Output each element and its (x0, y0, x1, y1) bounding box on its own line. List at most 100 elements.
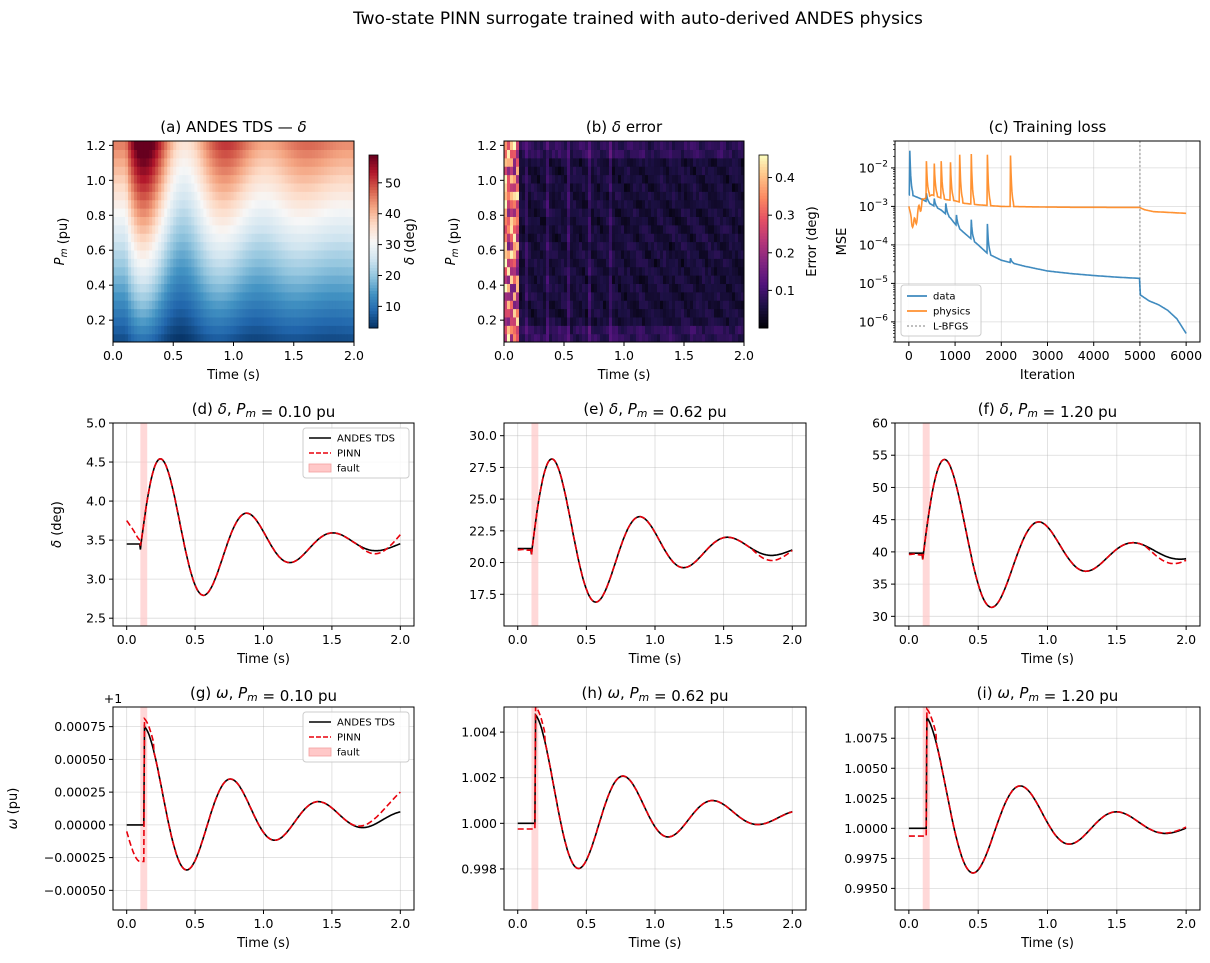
colorbar-swatch (369, 273, 378, 277)
heatmap-cell (639, 300, 643, 310)
heatmap-cell (227, 266, 232, 276)
heatmap-cell (627, 141, 631, 150)
heatmap-cell (726, 233, 730, 243)
heatmap-cell (516, 216, 520, 226)
heatmap-cell (561, 316, 565, 326)
heatmap-cell (275, 182, 280, 192)
heatmap-cell (513, 208, 517, 217)
heatmap-cell (212, 174, 217, 184)
heatmap-cell (176, 333, 180, 342)
heatmap-cell (507, 249, 511, 259)
heatmap-cell (675, 199, 679, 209)
heatmap-cell (347, 300, 352, 310)
colorbar-swatch (759, 218, 768, 222)
heatmap-cell (558, 275, 562, 284)
heatmap-cell (206, 208, 210, 217)
colorbar-swatch (759, 175, 768, 179)
heatmap-cell (200, 208, 204, 217)
tick-label-y: 60 (872, 416, 888, 431)
heatmap-cell (528, 141, 532, 150)
heatmap-cell (579, 325, 583, 335)
heatmap-cell (302, 199, 307, 209)
heatmap-cell (522, 275, 526, 284)
heatmap-cell (630, 333, 634, 342)
heatmap-cell (513, 166, 517, 176)
colorbar-swatch (369, 290, 378, 294)
heatmap-cell (738, 216, 742, 226)
heatmap-cell (164, 241, 168, 251)
heatmap-cell (254, 191, 259, 201)
heatmap-cell (308, 224, 313, 234)
heatmap-cell (125, 157, 129, 167)
heatmap-cell (681, 233, 685, 243)
heatmap-cell (173, 233, 177, 243)
heatmap-cell (603, 291, 607, 301)
heatmap-cell (128, 283, 132, 293)
heatmap-cell (230, 316, 235, 326)
heatmap-cell (687, 258, 691, 268)
heatmap-cell (576, 174, 580, 184)
heatmap-cell (645, 275, 649, 284)
heatmap-cell (185, 333, 189, 342)
heatmap-cell (323, 157, 328, 167)
heatmap-cell (708, 249, 712, 259)
heatmap-cell (684, 283, 688, 293)
heatmap-cell (158, 241, 162, 251)
heatmap-cell (266, 208, 271, 217)
heatmap-cell (504, 258, 508, 268)
heatmap-cell (206, 283, 210, 293)
heatmap-cell (723, 291, 727, 301)
heatmap-cell (717, 258, 721, 268)
heatmap-cell (317, 149, 322, 159)
heatmap-cell (263, 249, 268, 259)
heatmap-cell (720, 149, 724, 159)
heatmap-cell (275, 333, 280, 342)
heatmap-cell (284, 266, 289, 276)
heatmap-cell (561, 325, 565, 335)
heatmap-cell (588, 266, 592, 276)
heatmap-cell (122, 291, 126, 301)
heatmap-cell (317, 233, 322, 243)
heatmap-cell (137, 199, 141, 209)
heatmap-cell (504, 166, 508, 176)
heatmap-cell (735, 325, 739, 335)
heatmap-cell (236, 182, 241, 192)
heatmap-cell (194, 157, 198, 167)
colorbar-swatch (759, 284, 768, 289)
heatmap-cell (738, 199, 742, 209)
heatmap-cell (705, 241, 709, 251)
heatmap-cell (702, 233, 706, 243)
heatmap-cell (173, 241, 177, 251)
heatmap-cell (699, 182, 703, 192)
heatmap-cell (239, 208, 244, 217)
heatmap-cell (161, 141, 165, 150)
heatmap-cell (630, 308, 634, 318)
heatmap-cell (621, 149, 625, 159)
heatmap-cell (137, 191, 141, 201)
heatmap-cell (534, 208, 538, 217)
heatmap-cell (131, 141, 135, 150)
heatmap-cell (134, 174, 138, 184)
heatmap-cell (738, 325, 742, 335)
heatmap-cell (314, 233, 319, 243)
colorbar-tick-label: 30 (385, 237, 401, 252)
heatmap-cell (636, 216, 640, 226)
heatmap-cell (693, 241, 697, 251)
heatmap-cell (612, 266, 616, 276)
heatmap-cell (696, 241, 700, 251)
heatmap-cell (537, 308, 541, 318)
heatmap-cell (582, 157, 586, 167)
heatmap-cell (146, 174, 150, 184)
heatmap-cell (678, 241, 682, 251)
heatmap-cell (302, 141, 307, 150)
heatmap-cell (224, 166, 229, 176)
heatmap-cell (555, 182, 559, 192)
heatmap-cell (308, 199, 313, 209)
heatmap-cell (726, 241, 730, 251)
heatmap-cell (708, 157, 712, 167)
tick-label-y: 40 (872, 544, 888, 559)
heatmap-cell (615, 157, 619, 167)
heatmap-cell (663, 141, 667, 150)
heatmap-cell (648, 333, 652, 342)
heatmap-cell (341, 199, 346, 209)
